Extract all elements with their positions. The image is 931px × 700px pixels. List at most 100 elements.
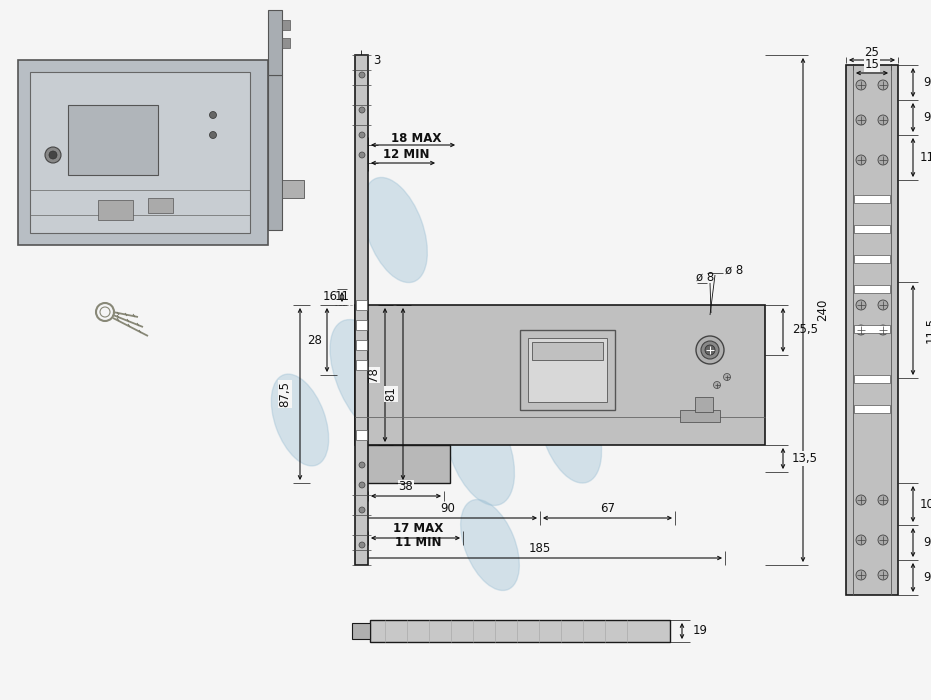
Circle shape [856, 155, 866, 165]
Text: 15: 15 [865, 59, 880, 71]
Bar [532, 342, 603, 360]
Circle shape [878, 155, 888, 165]
Bar [854, 195, 890, 203]
Bar [268, 10, 282, 75]
Bar [846, 65, 898, 595]
Text: 28: 28 [307, 333, 322, 346]
Bar [355, 305, 765, 445]
Circle shape [856, 115, 866, 125]
Text: 38: 38 [398, 480, 413, 494]
Bar [282, 180, 304, 198]
Circle shape [878, 115, 888, 125]
Circle shape [359, 72, 365, 78]
Circle shape [878, 80, 888, 90]
Text: 19: 19 [693, 624, 708, 638]
Bar [854, 285, 890, 293]
Bar [695, 397, 713, 412]
Bar [854, 325, 890, 333]
Text: 9: 9 [924, 111, 931, 124]
Circle shape [359, 462, 365, 468]
Bar [355, 445, 450, 483]
Text: 25: 25 [865, 46, 880, 59]
Bar [282, 20, 290, 30]
Text: 9: 9 [924, 571, 931, 584]
Ellipse shape [538, 377, 601, 483]
Circle shape [856, 535, 866, 545]
Circle shape [701, 341, 719, 359]
Bar [356, 320, 367, 330]
Bar [98, 200, 133, 220]
Text: 78: 78 [367, 368, 380, 382]
Text: ø 8: ø 8 [695, 270, 714, 284]
Circle shape [878, 495, 888, 505]
Circle shape [856, 495, 866, 505]
Circle shape [878, 300, 888, 310]
Text: 185: 185 [529, 542, 551, 556]
Bar [528, 338, 607, 402]
Bar [854, 225, 890, 233]
Circle shape [705, 345, 715, 355]
Bar [148, 198, 173, 213]
Bar [356, 430, 367, 440]
Circle shape [878, 535, 888, 545]
Bar [854, 255, 890, 263]
Bar [352, 623, 370, 639]
Text: 90: 90 [440, 503, 455, 515]
Text: 11: 11 [920, 151, 931, 164]
Ellipse shape [271, 374, 329, 466]
Bar [30, 72, 250, 233]
Text: 11 MIN: 11 MIN [395, 536, 441, 550]
Bar [355, 55, 368, 565]
Ellipse shape [446, 395, 515, 505]
Text: 67: 67 [600, 503, 615, 515]
Text: 10: 10 [920, 498, 931, 510]
Circle shape [209, 111, 217, 118]
Bar [268, 75, 282, 230]
Circle shape [359, 107, 365, 113]
Circle shape [856, 80, 866, 90]
Text: ø 8: ø 8 [725, 263, 743, 276]
Bar [356, 300, 367, 310]
Circle shape [856, 300, 866, 310]
Circle shape [359, 152, 365, 158]
Bar [854, 375, 890, 383]
Text: 13,5: 13,5 [792, 452, 818, 465]
Text: 11,5: 11,5 [924, 317, 931, 343]
Text: 9: 9 [924, 536, 931, 549]
Circle shape [878, 325, 888, 335]
Circle shape [713, 382, 721, 388]
Circle shape [209, 132, 217, 139]
Text: 81: 81 [385, 386, 398, 401]
Circle shape [49, 151, 57, 159]
Text: 3: 3 [373, 53, 381, 66]
Bar [282, 38, 290, 48]
Ellipse shape [461, 500, 519, 591]
Circle shape [856, 570, 866, 580]
Bar [680, 410, 720, 422]
Text: 18 MAX: 18 MAX [391, 132, 441, 144]
Circle shape [696, 336, 724, 364]
Bar [520, 330, 615, 410]
Text: 25,5: 25,5 [792, 323, 818, 337]
Bar [18, 60, 268, 245]
Text: 11: 11 [335, 290, 350, 304]
Circle shape [359, 542, 365, 548]
Ellipse shape [331, 320, 410, 440]
Text: 240: 240 [816, 299, 830, 321]
Circle shape [359, 507, 365, 513]
Bar [356, 360, 367, 370]
Circle shape [359, 482, 365, 488]
Circle shape [723, 374, 731, 381]
Bar [370, 620, 670, 642]
Text: 87,5: 87,5 [278, 381, 291, 407]
Circle shape [359, 132, 365, 138]
Bar [854, 405, 890, 413]
Text: 17 MAX: 17 MAX [393, 522, 443, 536]
Ellipse shape [363, 177, 427, 283]
Circle shape [878, 570, 888, 580]
Text: 9: 9 [924, 76, 931, 89]
Bar [356, 340, 367, 350]
Text: 16: 16 [322, 290, 338, 304]
Text: 12 MIN: 12 MIN [383, 148, 429, 162]
Bar [68, 105, 158, 175]
